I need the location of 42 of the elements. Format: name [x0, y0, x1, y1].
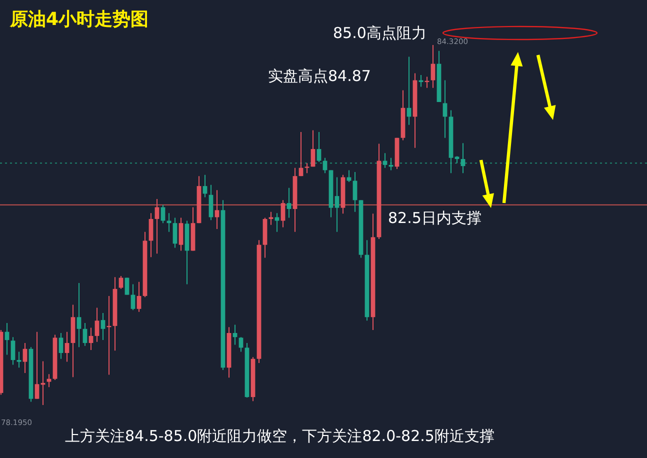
- candlestick: [214, 190, 220, 230]
- text: 85.0高点阻力: [333, 24, 426, 42]
- candlestick: [304, 162, 310, 174]
- candlestick: [268, 211, 274, 226]
- candlestick: [58, 332, 64, 360]
- candlestick: [94, 307, 100, 342]
- candlestick: [130, 284, 136, 311]
- candlestick: [76, 282, 82, 348]
- candlestick: [82, 322, 88, 346]
- candlestick: [238, 336, 244, 352]
- candlestick: [160, 204, 166, 224]
- candlestick: [124, 277, 130, 296]
- candlestick: [64, 331, 70, 362]
- candlestick: [280, 200, 286, 228]
- candlestick: [148, 212, 154, 258]
- candlestick: [208, 184, 214, 221]
- candlestick: [166, 212, 172, 232]
- ref-line-label: 82.5日内支撑: [388, 208, 482, 227]
- candlestick: [46, 374, 52, 388]
- candlestick: [178, 217, 184, 252]
- candlestick: [34, 331, 40, 400]
- candlestick: [310, 130, 316, 168]
- candlestick: [172, 217, 178, 248]
- candlestick: [100, 312, 106, 341]
- annotation: 实盘高点84.87: [268, 67, 371, 85]
- candlestick: [202, 174, 208, 198]
- chart-title: 原油4小时走势图: [9, 9, 149, 30]
- candlestick: [460, 142, 466, 174]
- candlestick: [88, 327, 94, 351]
- candlestick: [316, 131, 322, 162]
- candlestick: [16, 351, 22, 368]
- candlestick: [274, 212, 280, 232]
- candlestick: [346, 170, 352, 182]
- candlestick: [442, 80, 448, 138]
- candlestick: [334, 176, 340, 232]
- candlestick: [286, 187, 292, 218]
- text: 上方关注84.5-85.0附近阻力做空，下方关注82.0-82.5附近支撑: [65, 427, 494, 445]
- candlestick: [22, 342, 28, 374]
- candlestick: [430, 44, 436, 88]
- candlestick: [10, 336, 16, 366]
- candlestick: [154, 198, 160, 254]
- candlestick: [136, 281, 142, 312]
